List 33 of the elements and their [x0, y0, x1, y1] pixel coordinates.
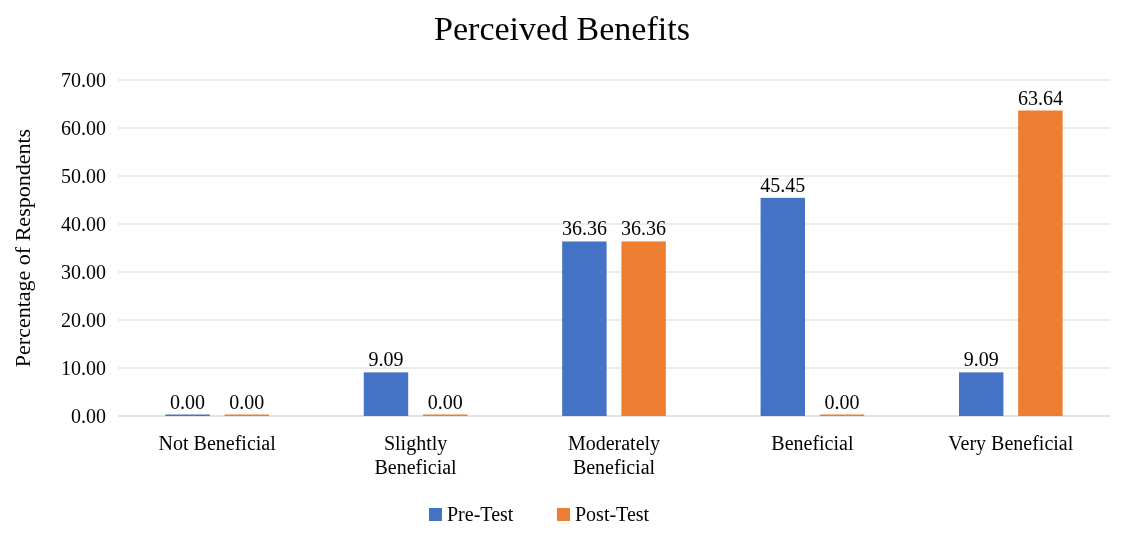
y-tick-label: 30.00: [61, 261, 106, 283]
x-tick-label: Moderately Beneficial: [567, 432, 661, 478]
y-tick-label: 70.00: [61, 69, 106, 91]
x-tick-label: Beneficial: [771, 432, 854, 454]
data-label: 36.36: [561, 217, 607, 240]
data-label: 45.45: [760, 173, 806, 196]
y-tick-label: 60.00: [61, 117, 106, 139]
data-label: 0.00: [824, 390, 860, 413]
bar: [621, 241, 666, 416]
x-tick-label: Not Beneficial: [158, 432, 277, 454]
data-label: 9.09: [963, 348, 999, 371]
bar: [363, 372, 409, 416]
y-tick-label: 20.00: [61, 309, 106, 331]
x-tick-label: Slightly Beneficial: [374, 432, 458, 478]
legend-label: Pre-Test: [447, 503, 514, 525]
data-label: 36.36: [621, 217, 667, 240]
bar: [958, 372, 1004, 416]
data-label: 0.00: [427, 390, 463, 413]
y-tick-label: 50.00: [61, 165, 106, 187]
bar: [562, 241, 607, 416]
y-tick-label: 40.00: [61, 213, 106, 235]
y-axis-title: Percentage of Respondents: [10, 128, 35, 368]
data-label: 9.09: [368, 348, 404, 371]
x-tick-label: Very Beneficial: [948, 432, 1074, 455]
legend-label: Post-Test: [575, 503, 650, 525]
bar: [1018, 110, 1063, 416]
bar: [760, 197, 805, 416]
data-label: 0.00: [170, 390, 206, 413]
data-label: 0.00: [229, 390, 265, 413]
chart-title: Perceived Benefits: [434, 10, 690, 47]
y-tick-label: 10.00: [61, 357, 106, 379]
y-tick-label: 0.00: [71, 405, 106, 427]
data-label: 63.64: [1017, 86, 1063, 109]
